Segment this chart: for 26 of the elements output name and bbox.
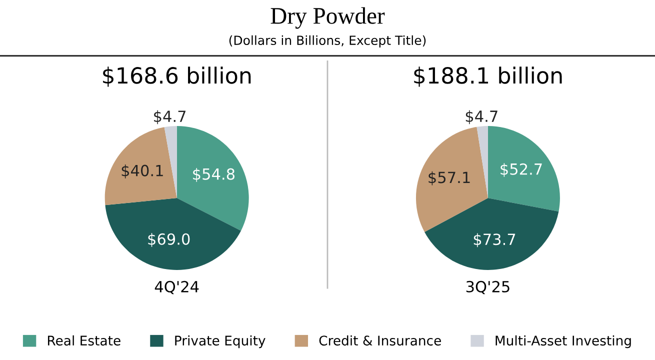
- pie-slice: [416, 126, 488, 232]
- text: 4Q'24: [154, 280, 199, 294]
- pie-slice: [424, 198, 559, 270]
- data-label: $54.8: [193, 168, 235, 182]
- data-label: $4.7: [466, 110, 498, 124]
- pie-slice: [104, 127, 177, 206]
- data-label: $69.0: [148, 233, 190, 247]
- data-label: $4.7: [154, 110, 186, 124]
- text: $168.6 billion: [103, 66, 251, 87]
- chart-title: Dry Powder: [270, 7, 385, 29]
- text: 3Q'25: [466, 280, 510, 294]
- text: $188.1 billion: [414, 66, 562, 87]
- pie-slice: [476, 126, 488, 198]
- legend-label: Multi-Asset Investing: [496, 335, 631, 348]
- legend-label: Real Estate: [48, 335, 120, 346]
- pie-slice: [488, 126, 560, 212]
- data-label: $52.7: [500, 163, 542, 177]
- pie-slice: [176, 126, 249, 231]
- data-label: $73.7: [474, 233, 516, 248]
- data-label: $57.1: [428, 171, 470, 186]
- pie-slice: [105, 198, 241, 270]
- data-label: $40.1: [122, 164, 163, 178]
- pie-slice: [164, 126, 177, 198]
- legend-label: Private Equity: [175, 335, 266, 348]
- chart-subtitle: (Dollars in Billions, Except Title): [229, 35, 426, 48]
- legend-label: Credit & Insurance: [319, 335, 441, 346]
